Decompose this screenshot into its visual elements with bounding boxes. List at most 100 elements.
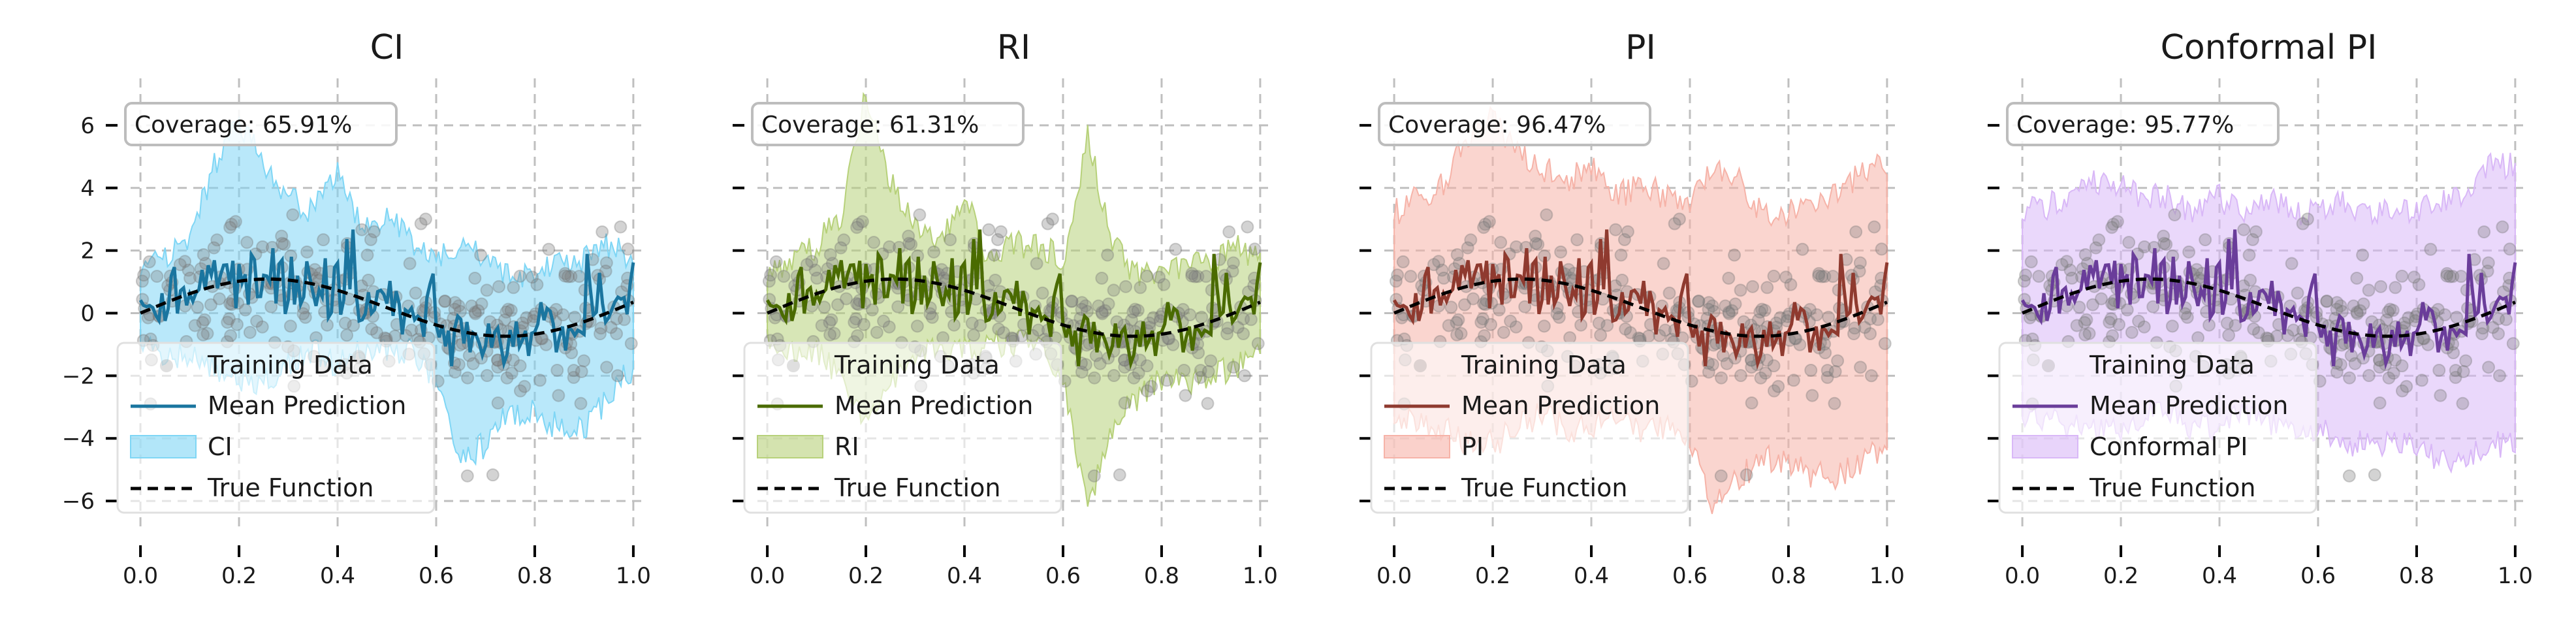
data-point <box>577 354 591 368</box>
legend-label: Mean Prediction <box>2090 391 2288 420</box>
data-point <box>198 313 212 327</box>
data-point <box>604 321 618 334</box>
legend-label: True Function <box>207 473 374 502</box>
data-point <box>2342 469 2356 483</box>
x-tick-label: 0.6 <box>1672 563 1708 589</box>
data-point <box>1594 329 1608 342</box>
data-point <box>1657 257 1670 270</box>
data-point <box>513 359 527 373</box>
data-point <box>2137 320 2151 334</box>
data-point <box>355 223 369 236</box>
chart-panel-1: RI 0.0 0.2 0.4 0.6 0.8 1.0 Coverage: 61.31% Trai… <box>733 28 1278 589</box>
data-point <box>2350 306 2364 319</box>
data-point <box>1444 300 1458 314</box>
data-point <box>552 389 565 402</box>
data-point <box>480 283 494 297</box>
data-point <box>492 280 506 293</box>
data-point <box>992 322 1006 336</box>
data-point <box>1065 295 1079 308</box>
data-point <box>2348 357 2362 370</box>
data-point <box>1450 328 1464 342</box>
data-point <box>600 361 614 374</box>
legend: Training Data Mean Prediction PI True Funct… <box>1370 342 1689 514</box>
data-point <box>225 217 238 231</box>
data-point <box>405 323 419 337</box>
data-point <box>831 298 844 312</box>
data-point <box>1767 269 1781 283</box>
true-function-line <box>2022 277 2516 338</box>
data-point <box>1251 337 1265 351</box>
data-point <box>409 286 422 300</box>
data-point <box>2065 271 2079 285</box>
data-point <box>1734 283 1747 297</box>
data-point <box>2112 317 2126 331</box>
coverage-box-frame <box>2006 102 2280 146</box>
data-point <box>1231 321 1245 334</box>
data-point <box>403 257 417 270</box>
data-point <box>2382 371 2396 385</box>
coverage-label: Coverage: 96.47% <box>1388 112 1606 138</box>
data-point <box>556 308 570 322</box>
data-point <box>1098 304 1112 317</box>
data-point <box>1758 304 1772 317</box>
data-point <box>2070 319 2084 332</box>
y-tick-label: 2 <box>80 238 95 264</box>
data-point <box>1237 312 1250 326</box>
data-point <box>2379 313 2393 327</box>
x-tick-label: 0.6 <box>2300 563 2336 589</box>
data-point <box>1227 361 1241 374</box>
coverage-label: Coverage: 95.77% <box>2016 112 2234 138</box>
data-point <box>1036 286 1049 300</box>
data-point <box>2362 369 2376 383</box>
x-tick-label: 1.0 <box>1869 563 1905 589</box>
data-point <box>1804 363 1818 377</box>
data-point <box>1030 257 1043 270</box>
data-point <box>231 317 244 331</box>
chart-title: PI <box>1625 28 1656 67</box>
data-point <box>507 281 520 295</box>
data-point <box>286 208 300 221</box>
data-point <box>542 242 556 256</box>
data-point <box>2191 331 2205 345</box>
data-point <box>1722 306 1736 319</box>
data-point <box>1847 327 1861 341</box>
data-point <box>913 208 927 221</box>
data-point <box>944 233 957 247</box>
data-point <box>142 255 156 268</box>
data-point <box>849 312 863 326</box>
coverage-box: Coverage: 96.47% <box>1378 102 1651 146</box>
legend-label: True Function <box>834 473 1000 502</box>
data-point <box>1244 313 1258 327</box>
data-point <box>1672 212 1686 226</box>
data-point <box>518 379 532 393</box>
data-point <box>2086 298 2099 312</box>
legend-marker-band <box>1384 435 1450 458</box>
data-point <box>2320 295 2334 308</box>
data-point <box>1702 302 1715 316</box>
data-point <box>2222 329 2236 342</box>
data-point <box>910 319 924 333</box>
data-point <box>1714 469 1728 483</box>
data-point <box>1467 292 1480 306</box>
data-point <box>2251 326 2265 340</box>
data-point <box>815 319 829 332</box>
data-point <box>823 315 836 329</box>
data-point <box>150 270 164 283</box>
data-point <box>1529 236 1543 250</box>
data-point <box>2017 274 2031 288</box>
data-point <box>2320 295 2334 308</box>
data-point <box>1087 469 1101 483</box>
data-point <box>1145 379 1158 393</box>
data-point <box>2395 269 2409 283</box>
data-point <box>278 238 291 251</box>
data-point <box>617 313 631 327</box>
y-tick-label: −4 <box>62 426 95 452</box>
data-point <box>1746 280 1760 293</box>
data-point <box>210 233 224 247</box>
chart-panel-3: Conformal PI 0.0 0.2 0.4 0.6 0.8 1.0 Coverage: … <box>1988 28 2533 589</box>
data-point <box>2432 363 2446 377</box>
data-point <box>568 310 582 324</box>
data-point <box>1079 299 1092 313</box>
data-point <box>1821 364 1834 377</box>
data-point <box>468 306 482 319</box>
